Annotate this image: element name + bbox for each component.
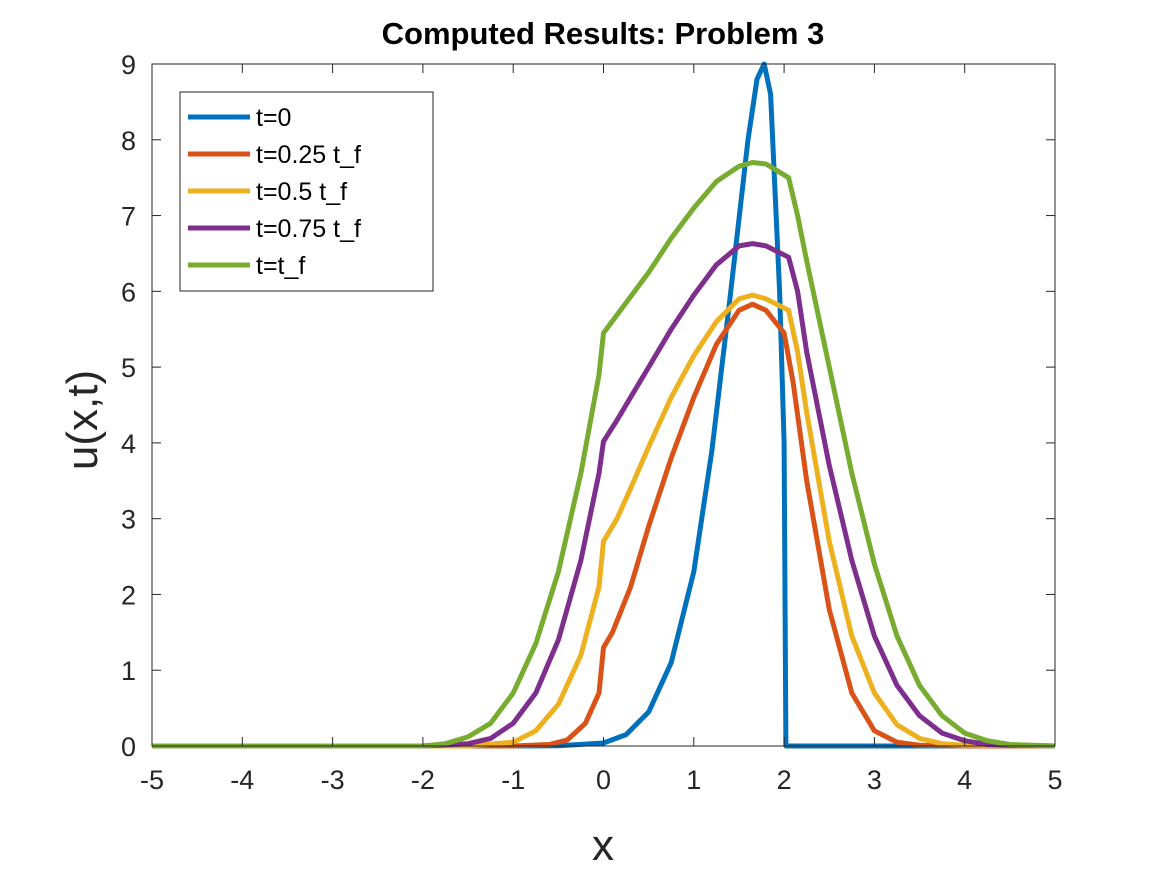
series-line-3	[152, 241, 1056, 749]
y-tick-label: 8	[121, 126, 136, 156]
x-tick-label: 4	[957, 765, 972, 795]
series-layer	[152, 61, 1056, 749]
legend-label-1: t=0.25 t_f	[256, 141, 361, 169]
x-tick-label: -2	[411, 765, 435, 795]
x-tick-label: 2	[777, 765, 792, 795]
legend-label-2: t=0.5 t_f	[256, 178, 347, 206]
y-tick-label: 4	[121, 429, 136, 459]
y-tick-label: 2	[121, 580, 136, 610]
x-tick-label: -5	[140, 765, 164, 795]
y-tick-label: 7	[121, 202, 136, 232]
x-tick-label: -1	[501, 765, 525, 795]
x-tick-label: -4	[230, 765, 254, 795]
legend-label-4: t=t_f	[256, 252, 305, 280]
series-line-1	[152, 301, 1055, 749]
x-tick-label: 3	[867, 765, 882, 795]
series-line-0	[152, 61, 1055, 749]
y-tick-label: 9	[121, 50, 136, 80]
legend-label-3: t=0.75 t_f	[256, 215, 361, 243]
y-tick-label: 0	[121, 732, 136, 762]
legend-label-0: t=0	[256, 104, 291, 132]
y-tick-label: 3	[121, 505, 136, 535]
axes-layer: -5 -4 -3 -2 -1 0 1 2 3 4 5 0 1 2 3 4 5 6 7 8 9	[121, 50, 1063, 795]
x-tick-label: 0	[596, 765, 611, 795]
x-tick-label: 1	[686, 765, 701, 795]
chart-title: Computed Results: Problem 3	[382, 16, 825, 51]
x-tick-label: -3	[321, 765, 345, 795]
y-tick-label: 5	[121, 353, 136, 383]
y-tick-label: 1	[121, 656, 136, 686]
y-axis-label: u(x,t)	[58, 370, 107, 470]
y-tick-label: 6	[121, 277, 136, 307]
series-line-2	[152, 292, 1056, 749]
legend: t=0 t=0.25 t_f t=0.5 t_f t=0.75 t_f t=t_f	[179, 91, 434, 292]
x-axis-label: x	[592, 821, 614, 870]
x-tick-label: 5	[1047, 765, 1062, 795]
series-line-4	[152, 160, 1056, 749]
